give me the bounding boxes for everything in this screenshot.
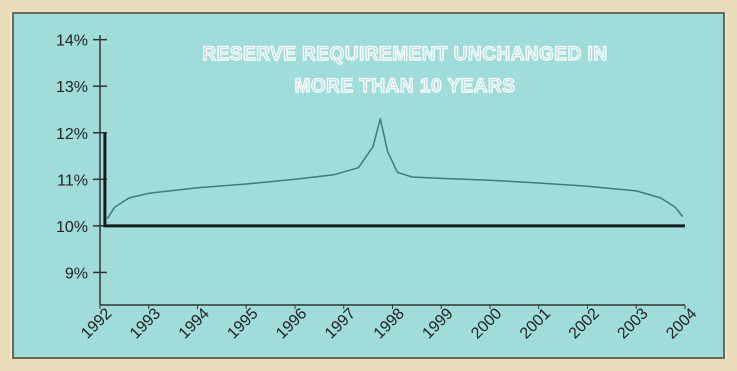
x-tick-label: 2003 [614,305,651,342]
x-tick-label: 2004 [663,305,700,342]
y-axis-ticks: 9% 10% 11% 12% 13% 14% [56,33,107,282]
x-tick-label: 1994 [176,305,213,342]
x-tick-label: 1999 [419,305,456,342]
y-tick-label: 10% [56,219,88,236]
x-tick-label: 1996 [273,305,310,342]
chart-title-line-1: RESERVE REQUIREMENT UNCHANGED IN [202,44,607,65]
chart-title: RESERVE REQUIREMENT UNCHANGED IN MORE TH… [202,43,608,97]
x-tick-label: 1993 [127,305,164,342]
y-tick-label: 14% [56,33,88,50]
chart-marks [100,118,685,228]
x-tick-label: 1998 [371,305,408,342]
x-tick-label: 1995 [224,305,261,342]
x-tick-label: 2002 [566,305,603,342]
series-curve-line [106,118,684,220]
x-tick-label: 2000 [468,305,505,342]
x-tick-label: 2001 [517,305,554,342]
x-axis-ticks: 1992 1993 1994 1995 1996 1997 1998 1999 2000 2001… [78,305,700,342]
y-tick-label: 13% [56,79,88,96]
y-tick-label: 12% [56,126,88,143]
x-tick-label: 1992 [78,305,115,342]
series-requirement-line [103,132,685,228]
chart-title-line-2: MORE THAN 10 YEARS [295,76,516,97]
x-tick-label: 1997 [322,305,359,342]
chart-panel [12,12,725,359]
y-tick-label: 9% [65,265,88,282]
y-tick-label: 11% [57,172,88,189]
